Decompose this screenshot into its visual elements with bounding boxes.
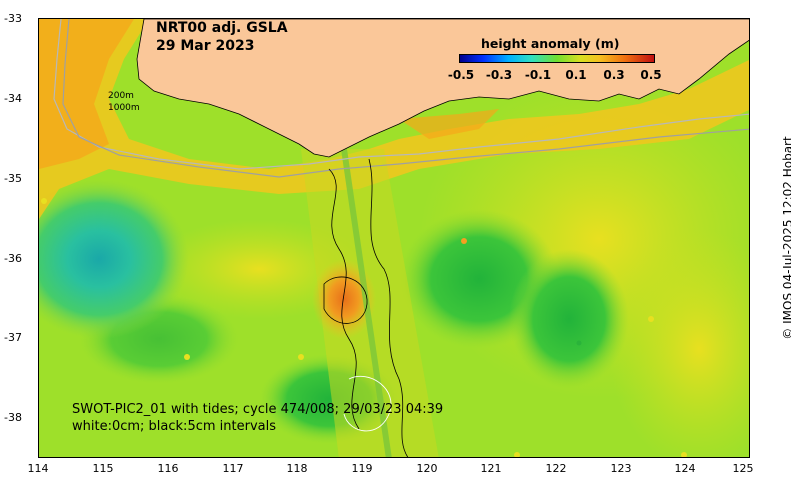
lon-tick-label: 124 bbox=[674, 462, 696, 475]
isobath-1000m bbox=[62, 19, 749, 178]
map-title: NRT00 adj. GSLA bbox=[156, 20, 288, 36]
isobath-label-200: 200m bbox=[108, 91, 134, 101]
lon-tick-label: 122 bbox=[545, 462, 567, 475]
swot-contour-zero bbox=[343, 375, 392, 432]
swot-contour-legend: white:0cm; black:5cm intervals bbox=[72, 419, 276, 434]
lon-tick-label: 123 bbox=[610, 462, 632, 475]
colorbar-tick: 0.5 bbox=[640, 68, 662, 82]
isobath-200m bbox=[53, 19, 749, 170]
cold-eddy bbox=[39, 179, 189, 339]
colorbar-tick: 0.3 bbox=[603, 68, 625, 82]
colorbar bbox=[459, 54, 655, 63]
lon-tick-label: 120 bbox=[416, 462, 438, 475]
map-canvas bbox=[39, 19, 749, 457]
lon-tick-label: 115 bbox=[92, 462, 114, 475]
lat-tick-label: -34 bbox=[4, 92, 22, 105]
shelf-anomaly-bight bbox=[399, 109, 499, 139]
lat-tick-label: -37 bbox=[4, 331, 22, 344]
colorbar-title: height anomaly (m) bbox=[481, 36, 620, 51]
map-panel bbox=[38, 18, 750, 458]
lat-tick-label: -33 bbox=[4, 12, 22, 25]
drifter-dots bbox=[41, 198, 687, 457]
swot-contour-b bbox=[368, 158, 409, 457]
swot-contour-a bbox=[328, 168, 360, 430]
lon-tick-label: 117 bbox=[222, 462, 244, 475]
lon-tick-label: 121 bbox=[480, 462, 502, 475]
swot-contour-c bbox=[323, 276, 368, 324]
colorbar-tick: -0.3 bbox=[485, 68, 513, 82]
lat-tick-label: -36 bbox=[4, 252, 22, 265]
colorbar-tick: -0.5 bbox=[447, 68, 475, 82]
shelf-anomaly-west bbox=[39, 19, 134, 169]
swot-nadir-gap bbox=[341, 148, 392, 457]
lon-tick-label: 118 bbox=[286, 462, 308, 475]
isobath-label-1000: 1000m bbox=[108, 103, 140, 113]
land-australia bbox=[136, 19, 749, 158]
lon-tick-label: 125 bbox=[732, 462, 754, 475]
lon-tick-label: 114 bbox=[27, 462, 49, 475]
imos-credit: © IMOS 04-Jul-2025 12:02 Hobart bbox=[781, 136, 791, 339]
colorbar-tick: 0.1 bbox=[565, 68, 587, 82]
lon-tick-label: 119 bbox=[351, 462, 373, 475]
lon-tick-label: 116 bbox=[157, 462, 179, 475]
swot-caption: SWOT-PIC2_01 with tides; cycle 474/008; … bbox=[72, 402, 444, 417]
anomaly-zone-southeast bbox=[609, 229, 749, 457]
colorbar-tick: -0.1 bbox=[524, 68, 552, 82]
lat-tick-label: -38 bbox=[4, 411, 22, 424]
lat-tick-label: -35 bbox=[4, 172, 22, 185]
anomaly-low-east bbox=[509, 249, 629, 389]
map-date: 29 Mar 2023 bbox=[156, 38, 255, 54]
